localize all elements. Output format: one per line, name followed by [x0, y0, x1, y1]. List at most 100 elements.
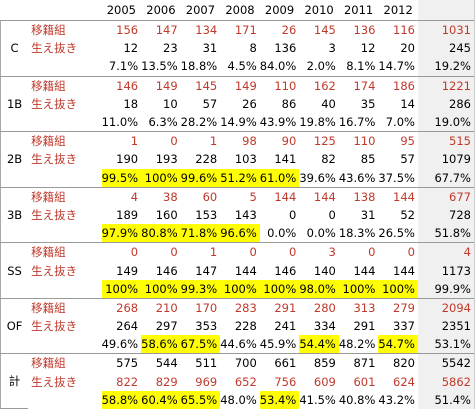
- value: 186: [378, 75, 418, 95]
- row-label: 移籍組: [28, 20, 102, 40]
- value: 297: [155, 319, 178, 334]
- total: 1079: [417, 150, 475, 169]
- value: 45.9%: [259, 337, 297, 352]
- value: 162: [299, 75, 339, 95]
- total: 19.0%: [417, 112, 475, 132]
- row: OF 移籍組 268 210 170 283 291 280 313 279 2094: [0, 297, 475, 355]
- value: 291: [353, 319, 376, 334]
- row: 生え抜き 189 160 153 143 0 0 31 52 728: [1, 205, 475, 225]
- value: 65.5%: [180, 390, 221, 409]
- value: 149: [116, 263, 139, 278]
- value: 80.8%: [141, 224, 181, 243]
- year-header: 2012: [383, 3, 413, 17]
- total: 19.2%: [417, 57, 475, 77]
- total: 515: [417, 131, 475, 151]
- value: 170: [180, 297, 221, 317]
- total: 677: [417, 186, 475, 206]
- value: 13.5%: [141, 59, 178, 74]
- value: 48.2%: [338, 337, 376, 352]
- total: 1173: [417, 261, 475, 280]
- row: SS 移籍組 0 0 1 0 0 3 0 0 4: [0, 242, 475, 299]
- total: 2351: [417, 317, 475, 336]
- total: 5862: [417, 372, 475, 391]
- value: 609: [313, 374, 336, 389]
- total: 51.8%: [417, 224, 475, 243]
- value: 822: [116, 374, 139, 389]
- total: 2094: [417, 297, 475, 317]
- value: 43.9%: [259, 115, 297, 130]
- value: 661: [259, 353, 300, 373]
- value: 228: [195, 152, 218, 167]
- value: 0: [101, 242, 142, 262]
- value: 700: [220, 353, 260, 373]
- value: 40: [321, 96, 336, 111]
- value: 100%: [220, 279, 260, 299]
- value: 7.1%: [108, 59, 139, 74]
- total: 53.1%: [417, 335, 475, 354]
- value: 3: [299, 242, 339, 262]
- value: 61.0%: [259, 168, 300, 188]
- value: 871: [338, 353, 379, 373]
- value: 575: [101, 353, 142, 373]
- row: 生え抜き 12 23 31 8 136 3 12 20 245: [1, 39, 475, 58]
- position: 1B: [0, 75, 29, 133]
- value: 14.9%: [220, 115, 257, 130]
- row: 58.8% 60.4% 65.5% 48.0% 53.4% 41.5% 40.8% 43.2%…: [1, 390, 475, 409]
- value: 0: [141, 242, 181, 262]
- total: 1031: [417, 20, 475, 40]
- value: 268: [101, 297, 142, 317]
- value: 44.6%: [220, 337, 257, 352]
- blank: [28, 0, 101, 21]
- value: 18: [123, 96, 139, 111]
- year-header: 2009: [264, 3, 295, 17]
- value: 100%: [378, 279, 418, 299]
- value: 134: [180, 20, 221, 40]
- value: 8: [249, 41, 257, 56]
- row-label: 生え抜き: [31, 41, 78, 56]
- value: 31: [360, 207, 376, 222]
- value: 149: [141, 75, 181, 95]
- value: 160: [155, 207, 178, 222]
- value: 138: [338, 186, 379, 206]
- year-header: 2011: [343, 3, 374, 17]
- value: 0.0%: [306, 226, 336, 241]
- value: 12: [360, 41, 376, 56]
- value: 144: [393, 263, 415, 278]
- row: 97.9% 80.8% 71.8% 96.6% 0.0% 0.0% 18.3% 26.5% 51…: [1, 224, 475, 243]
- value: 313: [338, 297, 379, 317]
- value: 1: [180, 131, 221, 151]
- value: 98.0%: [299, 279, 339, 299]
- value: 141: [274, 152, 297, 167]
- value: 99.3%: [180, 279, 221, 299]
- value: 103: [234, 152, 257, 167]
- row-label: 生え抜き: [31, 263, 78, 278]
- value: 84.0%: [259, 59, 297, 74]
- value: 337: [393, 319, 415, 334]
- total: 67.7%: [417, 168, 475, 188]
- value: 20: [400, 41, 415, 56]
- value: 601: [353, 374, 376, 389]
- value: 2.0%: [306, 59, 336, 74]
- row: 1B 移籍組 146 149 145 149 110 162 174 186 1221: [0, 75, 475, 133]
- value: 41.5%: [299, 392, 336, 407]
- value: 99.5%: [101, 168, 142, 188]
- value: 100%: [259, 279, 300, 299]
- row-label: 移籍組: [28, 131, 102, 151]
- value: 511: [180, 353, 221, 373]
- value: 96.6%: [220, 224, 260, 243]
- value: 820: [378, 353, 418, 373]
- value: 0: [328, 207, 336, 222]
- total: 5542: [417, 353, 475, 373]
- value: 140: [313, 263, 336, 278]
- row-label: [28, 169, 101, 188]
- value: 26: [259, 20, 300, 40]
- value: 31: [202, 41, 218, 56]
- value: 5: [220, 186, 260, 206]
- value: 144: [353, 263, 376, 278]
- position: C: [0, 20, 29, 77]
- value: 39.6%: [299, 170, 336, 185]
- value: 1: [180, 242, 221, 262]
- value: 143: [234, 207, 257, 222]
- value: 145: [180, 75, 221, 95]
- value: 110: [338, 131, 379, 151]
